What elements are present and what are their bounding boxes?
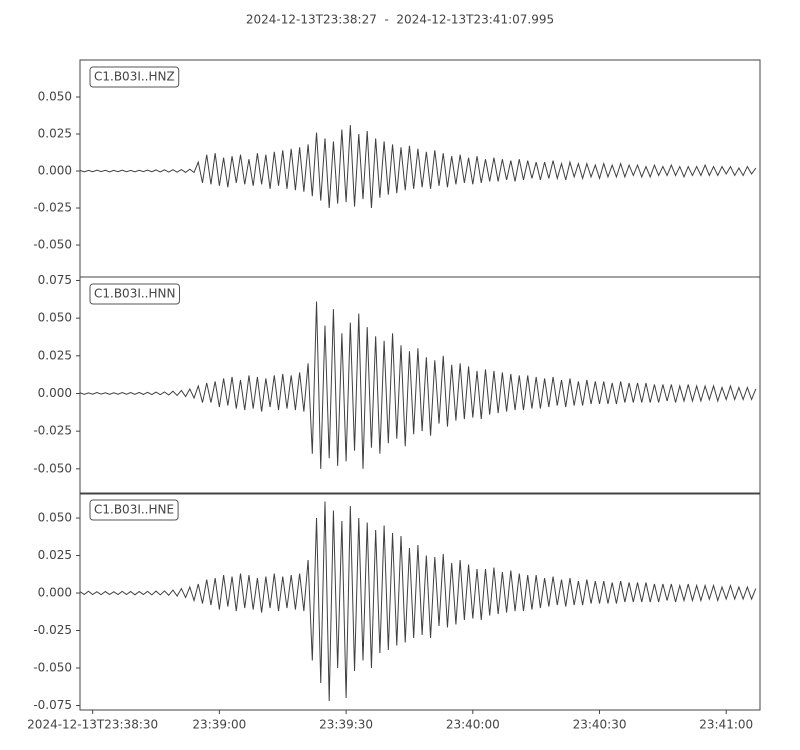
y-tick-label: 0.000	[38, 386, 72, 400]
y-tick-label: -0.050	[33, 661, 72, 675]
trace-label: C1.B03I..HNE	[94, 503, 174, 517]
y-tick-label: -0.075	[33, 698, 72, 712]
x-tick-label: 2024-12-13T23:38:30	[27, 718, 158, 732]
y-tick-label: -0.050	[33, 238, 72, 252]
trace-label-box	[89, 499, 179, 521]
y-tick-label: 0.025	[38, 348, 72, 362]
chart-title: 2024-12-13T23:38:27 - 2024-12-13T23:41:0…	[246, 13, 554, 27]
waveform	[80, 301, 757, 469]
x-tick-label: 23:40:30	[573, 718, 627, 732]
y-tick-label: -0.050	[33, 461, 72, 475]
y-tick-label: -0.025	[33, 623, 72, 637]
y-tick-label: 0.050	[38, 511, 72, 525]
panel-frame	[79, 276, 761, 495]
x-tick-label: 23:39:30	[319, 718, 373, 732]
trace-label-box	[89, 283, 180, 305]
y-tick-label: 0.075	[38, 273, 72, 287]
waveform	[80, 125, 757, 209]
y-tick-label: 0.025	[38, 127, 72, 141]
waveform	[80, 501, 757, 702]
x-tick-label: 23:41:00	[699, 718, 753, 732]
y-tick-label: 0.025	[38, 548, 72, 562]
y-tick-label: 0.050	[38, 90, 72, 104]
y-tick-label: -0.025	[33, 424, 72, 438]
y-tick-label: 0.050	[38, 311, 72, 325]
y-tick-label: -0.025	[33, 201, 72, 215]
trace-label: C1.B03I..HNN	[94, 287, 175, 301]
y-tick-label: 0.000	[38, 164, 72, 178]
y-tick-label: 0.000	[38, 586, 72, 600]
trace-label: C1.B03I..HNZ	[94, 70, 175, 84]
trace-label-box	[89, 66, 180, 88]
panel-frame	[79, 492, 761, 711]
x-tick-label: 23:39:00	[192, 718, 246, 732]
x-tick-label: 23:40:00	[446, 718, 500, 732]
